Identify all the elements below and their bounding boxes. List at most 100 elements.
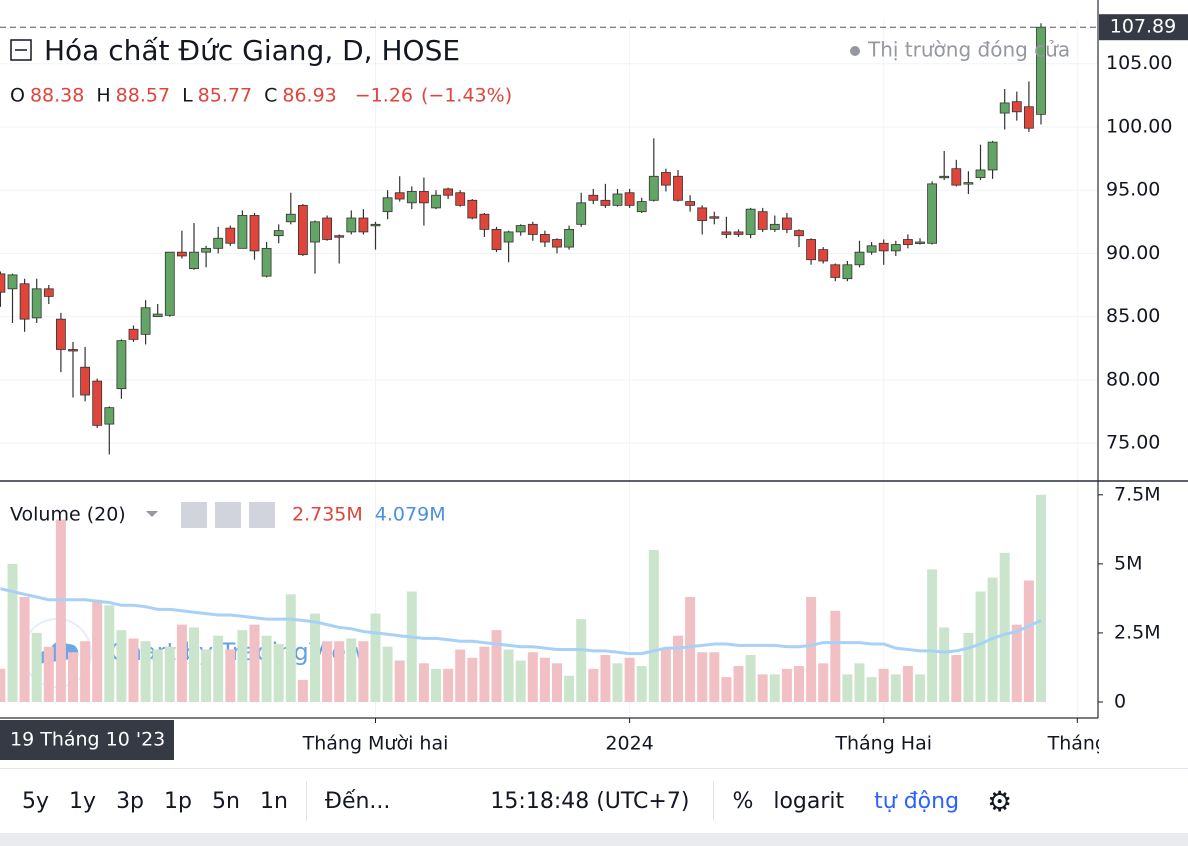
- candle-body: [1024, 106, 1034, 129]
- log-toggle[interactable]: logarit: [773, 788, 845, 814]
- candle-body: [890, 244, 901, 252]
- chart: Chart by TradingView 75.00 80.00 85.00 90.0…: [0, 0, 1188, 768]
- range-button[interactable]: 5n: [212, 788, 240, 814]
- candle-body: [503, 231, 514, 243]
- y-tick-label: 100.00: [1106, 115, 1172, 137]
- range-button[interactable]: 1y: [69, 788, 97, 814]
- y-tick-label: 80.00: [1106, 368, 1160, 390]
- volume-bar: [128, 638, 139, 702]
- candle-body: [346, 217, 357, 233]
- candle-body: [164, 251, 175, 316]
- volume-bar: [443, 668, 454, 702]
- chart-title: Hóa chất Đức Giang, D, HOSE: [44, 34, 460, 67]
- range-button[interactable]: 3p: [116, 788, 145, 814]
- volume-bar: [140, 641, 151, 702]
- volume-bar: [213, 635, 224, 702]
- candle-body: [104, 407, 115, 425]
- candle-body: [418, 191, 429, 204]
- volume-bar: [648, 550, 659, 702]
- legend-key: H: [96, 85, 110, 107]
- x-tick-label: 2024: [605, 733, 653, 755]
- candle-body: [285, 213, 296, 223]
- percent-toggle[interactable]: %: [732, 788, 754, 814]
- volume-bar: [733, 666, 744, 702]
- candle-body: [491, 228, 502, 251]
- volume-bar: [660, 649, 671, 702]
- candle-body: [721, 231, 732, 235]
- candle-body: [213, 237, 224, 249]
- volume-bar: [878, 668, 889, 702]
- volume-bar: [503, 649, 514, 702]
- legend-key: O: [10, 85, 25, 107]
- range-button[interactable]: 1n: [259, 788, 288, 814]
- volume-bar: [43, 646, 54, 702]
- last-price-label: 107.89: [1110, 16, 1176, 38]
- volume-bar: [370, 613, 381, 702]
- x-tick-label: Tháng Mười hai: [302, 733, 449, 755]
- settings-button[interactable]: ⚙: [987, 784, 1013, 818]
- candle-body: [903, 239, 913, 245]
- candle-body: [830, 264, 841, 278]
- range-button[interactable]: 1p: [164, 788, 192, 814]
- settings-icon[interactable]: [215, 502, 241, 528]
- volume-bar: [781, 668, 792, 702]
- legend-key: C: [264, 85, 277, 107]
- volume-bar: [721, 677, 732, 702]
- candle-body: [297, 204, 308, 256]
- legend-value: 88.57: [116, 85, 170, 107]
- candle-body: [7, 274, 18, 290]
- y2-tick-label: 0: [1114, 690, 1126, 712]
- volume-bar: [757, 674, 768, 702]
- labels: 75.00 80.00 85.00 90.00 95.00 100.00 105.00 0 2.…: [0, 0, 1188, 760]
- candle-body: [975, 169, 986, 178]
- volume-bar: [588, 668, 599, 702]
- volume-bar: [116, 630, 127, 702]
- crosshair-date-box: [0, 720, 174, 760]
- volume-bar: [406, 591, 417, 702]
- candle-body: [564, 228, 574, 248]
- volume-bar: [939, 627, 950, 702]
- volume-bar: [552, 663, 562, 702]
- candle-body: [878, 242, 889, 252]
- volume-bar: [491, 630, 502, 702]
- candle-body: [552, 239, 562, 248]
- candle-body: [443, 188, 454, 196]
- candle-body: [636, 201, 647, 213]
- bottom-toolbar: 5y 1y 3p 1p 5n 1n Đến... 15:18:48 (UTC+7) % l…: [0, 768, 1188, 833]
- candle-body: [527, 223, 538, 235]
- volume-bar: [455, 649, 466, 702]
- volume-bar: [176, 624, 187, 702]
- y2-tick-label: 7.5M: [1114, 483, 1161, 505]
- candle-body: [467, 199, 478, 219]
- close-icon[interactable]: [249, 502, 275, 528]
- candle-body: [648, 175, 659, 201]
- volume-bar: [152, 649, 163, 702]
- volume-bar: [322, 641, 333, 702]
- volume-bar: [842, 674, 853, 702]
- candle-body: [612, 193, 623, 206]
- range-buttons: 5y 1y 3p 1p 5n 1n: [0, 789, 298, 814]
- candle-body: [358, 217, 369, 233]
- candle-body: [43, 288, 54, 297]
- candle-body: [116, 340, 127, 390]
- volume-bar: [600, 655, 611, 702]
- separator: [713, 781, 715, 821]
- candle-body: [927, 183, 937, 244]
- x-tick-label: Tháng: [1047, 733, 1107, 755]
- candle-body: [237, 215, 248, 249]
- auto-toggle[interactable]: tự động: [874, 788, 960, 814]
- goto-button[interactable]: Đến...: [324, 788, 391, 814]
- eye-icon[interactable]: [181, 502, 207, 528]
- volume-bar: [624, 657, 635, 702]
- range-button[interactable]: 5y: [22, 788, 50, 814]
- volume-bar: [1036, 494, 1046, 702]
- candle-body: [1011, 101, 1022, 113]
- candle-body: [782, 217, 792, 230]
- volume-bar: [854, 663, 865, 702]
- volume-bar: [467, 657, 478, 702]
- volume-bar: [685, 597, 696, 702]
- volume-bar: [576, 619, 587, 702]
- candle-body: [479, 213, 490, 230]
- candle-body: [406, 191, 417, 204]
